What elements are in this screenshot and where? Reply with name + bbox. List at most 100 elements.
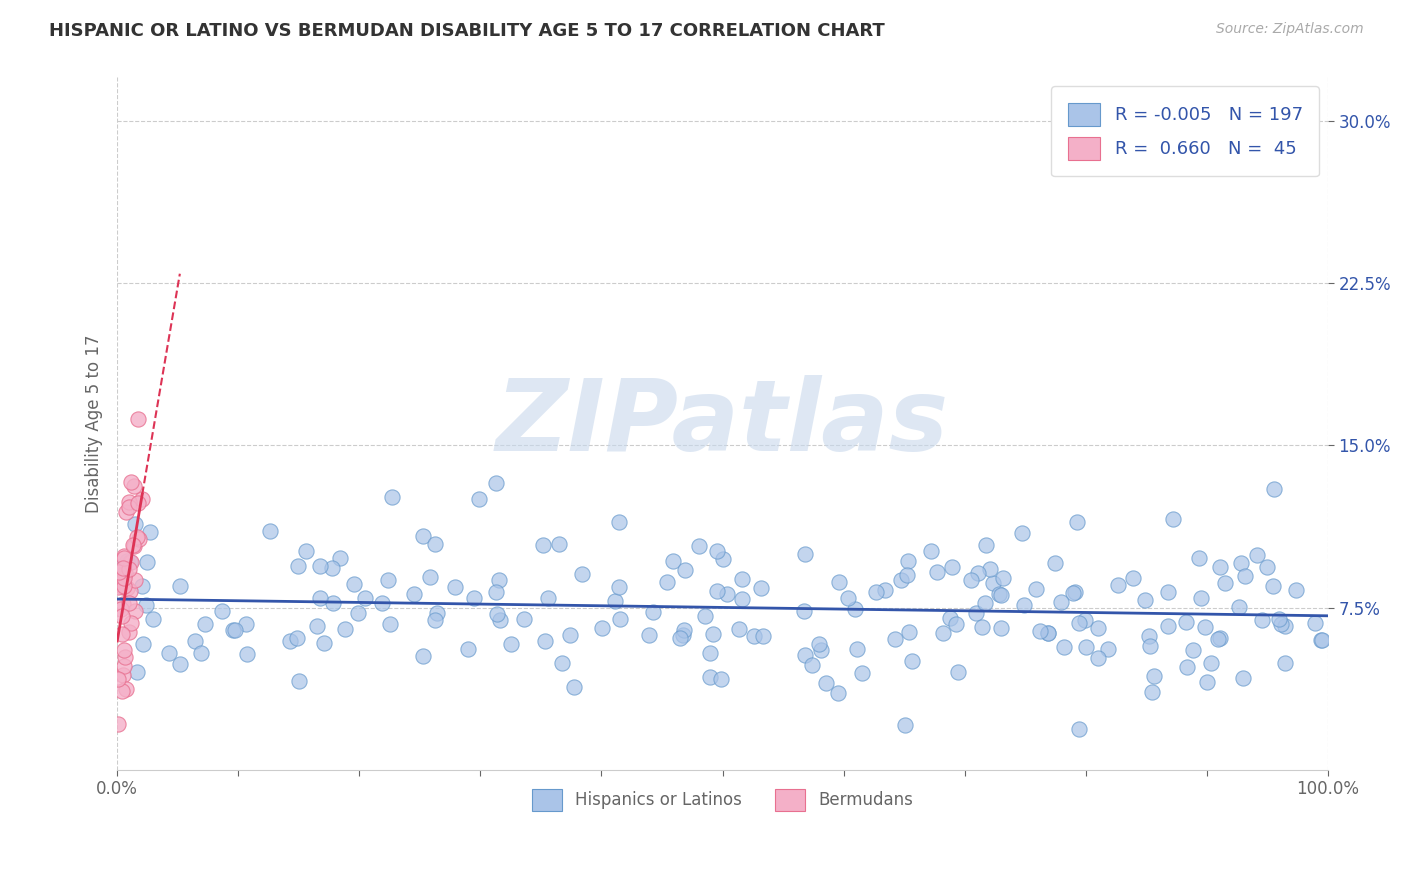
Point bbox=[118, 555, 141, 569]
Point bbox=[1139, 639, 1161, 653]
Point bbox=[131, 579, 153, 593]
Point bbox=[897, 624, 920, 639]
Point bbox=[967, 566, 990, 581]
Point bbox=[1143, 669, 1166, 683]
Point bbox=[845, 642, 868, 657]
Point bbox=[1174, 615, 1197, 629]
Point bbox=[117, 554, 139, 568]
Point bbox=[844, 602, 866, 616]
Point bbox=[1274, 657, 1296, 671]
Point bbox=[501, 637, 523, 651]
Point bbox=[793, 648, 815, 662]
Point bbox=[890, 574, 912, 588]
Point bbox=[307, 619, 329, 633]
Point bbox=[122, 539, 145, 553]
Point bbox=[314, 636, 336, 650]
Point bbox=[711, 552, 734, 566]
Point bbox=[1140, 684, 1163, 698]
Point bbox=[107, 717, 129, 731]
Point bbox=[190, 646, 212, 660]
Point bbox=[1250, 613, 1272, 627]
Point bbox=[970, 620, 993, 634]
Point bbox=[991, 571, 1014, 585]
Point bbox=[444, 580, 467, 594]
Y-axis label: Disability Age 5 to 17: Disability Age 5 to 17 bbox=[86, 334, 103, 513]
Point bbox=[1069, 722, 1091, 736]
Point bbox=[607, 515, 630, 529]
Point bbox=[1053, 640, 1076, 654]
Point bbox=[308, 559, 330, 574]
Point bbox=[118, 596, 141, 610]
Point bbox=[810, 643, 832, 657]
Point bbox=[488, 573, 510, 587]
Point bbox=[1087, 651, 1109, 665]
Point bbox=[695, 609, 717, 624]
Point bbox=[112, 579, 135, 593]
Point bbox=[1227, 600, 1250, 615]
Point bbox=[1062, 586, 1084, 600]
Point bbox=[287, 631, 309, 645]
Point bbox=[463, 591, 485, 605]
Point bbox=[731, 572, 754, 586]
Point bbox=[193, 616, 215, 631]
Point bbox=[1234, 569, 1257, 583]
Point bbox=[111, 574, 134, 588]
Point bbox=[124, 516, 146, 531]
Point bbox=[278, 634, 301, 648]
Point bbox=[236, 648, 259, 662]
Point bbox=[974, 539, 997, 553]
Point bbox=[894, 718, 917, 732]
Point bbox=[120, 555, 142, 569]
Point bbox=[1036, 626, 1059, 640]
Point bbox=[457, 642, 479, 657]
Point bbox=[710, 672, 733, 686]
Point bbox=[965, 607, 987, 621]
Point bbox=[706, 543, 728, 558]
Point bbox=[127, 530, 149, 544]
Point bbox=[884, 632, 907, 647]
Point bbox=[1263, 482, 1285, 496]
Point bbox=[426, 607, 449, 621]
Point bbox=[873, 582, 896, 597]
Point bbox=[1025, 582, 1047, 596]
Point bbox=[828, 574, 851, 589]
Point bbox=[111, 684, 134, 698]
Point bbox=[1181, 643, 1204, 657]
Point bbox=[1209, 632, 1232, 646]
Point bbox=[1161, 512, 1184, 526]
Point bbox=[1012, 598, 1035, 612]
Point bbox=[1122, 571, 1144, 585]
Point bbox=[124, 604, 146, 618]
Point bbox=[112, 643, 135, 657]
Point bbox=[322, 596, 344, 610]
Point bbox=[945, 616, 967, 631]
Point bbox=[749, 581, 772, 595]
Point bbox=[105, 569, 128, 583]
Point bbox=[979, 562, 1001, 576]
Point bbox=[412, 649, 434, 664]
Point bbox=[851, 666, 873, 681]
Point bbox=[235, 617, 257, 632]
Point bbox=[222, 624, 245, 638]
Point bbox=[668, 631, 690, 645]
Point bbox=[118, 624, 141, 639]
Point bbox=[1157, 585, 1180, 599]
Point bbox=[946, 665, 969, 680]
Point bbox=[402, 586, 425, 600]
Point bbox=[607, 580, 630, 594]
Point bbox=[974, 596, 997, 610]
Point bbox=[329, 550, 352, 565]
Point bbox=[423, 613, 446, 627]
Point bbox=[1246, 549, 1268, 563]
Point bbox=[938, 610, 960, 624]
Point bbox=[107, 566, 129, 580]
Point bbox=[111, 609, 134, 624]
Point bbox=[111, 627, 134, 641]
Point bbox=[932, 626, 955, 640]
Point bbox=[107, 673, 129, 687]
Point bbox=[638, 628, 661, 642]
Point bbox=[672, 623, 695, 637]
Point bbox=[901, 654, 924, 668]
Point bbox=[591, 621, 613, 635]
Point bbox=[115, 581, 138, 595]
